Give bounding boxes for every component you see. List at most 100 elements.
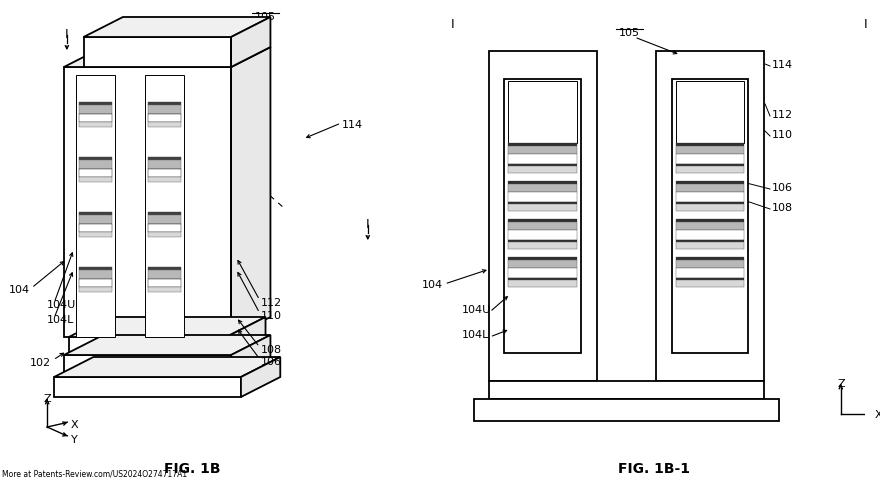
Text: 104: 104 (9, 285, 30, 294)
Bar (676, 164, 744, 167)
Bar (76, 76, 115, 337)
Bar (78, 123, 112, 128)
Polygon shape (231, 48, 270, 337)
Bar (676, 240, 744, 242)
Bar (676, 184, 744, 192)
Text: I: I (366, 217, 370, 230)
Bar (144, 76, 184, 337)
Polygon shape (226, 317, 266, 355)
Bar (676, 257, 744, 260)
Bar (78, 288, 112, 292)
Bar (509, 154, 577, 164)
Polygon shape (54, 357, 280, 377)
Bar (676, 280, 744, 288)
Bar (509, 242, 577, 250)
Polygon shape (231, 336, 270, 377)
Bar (509, 257, 577, 260)
Text: X: X (70, 419, 78, 429)
Bar (509, 184, 577, 192)
Text: 105: 105 (255, 12, 276, 22)
Bar (148, 169, 181, 178)
Bar (148, 225, 181, 232)
Polygon shape (69, 317, 266, 337)
Bar (509, 219, 577, 222)
Bar (148, 123, 181, 128)
Text: 112: 112 (772, 110, 793, 120)
Bar (509, 268, 577, 278)
Bar (148, 279, 181, 288)
Bar (509, 181, 577, 184)
Bar (148, 106, 181, 115)
Bar (676, 268, 744, 278)
Bar (148, 161, 181, 169)
Bar (148, 115, 181, 123)
Bar (488, 381, 764, 399)
Bar (148, 103, 181, 106)
Bar (78, 213, 112, 216)
Text: 102: 102 (30, 357, 51, 367)
Text: 114: 114 (772, 60, 793, 70)
Bar (509, 164, 577, 167)
Text: Z: Z (43, 393, 51, 403)
Bar (676, 278, 744, 280)
Bar (676, 260, 744, 268)
Bar (69, 337, 226, 355)
Bar (78, 232, 112, 238)
Bar (676, 146, 744, 154)
Bar (509, 192, 577, 202)
Bar (78, 169, 112, 178)
Bar (78, 161, 112, 169)
Bar (676, 144, 744, 146)
Bar (84, 38, 231, 68)
Bar (676, 204, 744, 212)
Polygon shape (241, 357, 280, 397)
Text: More at Patents-Review.com/US2024O274717A1: More at Patents-Review.com/US2024O274717… (2, 469, 187, 478)
Text: 104L: 104L (462, 329, 489, 339)
Text: 104U: 104U (48, 300, 77, 309)
Bar (64, 68, 231, 337)
Bar (504, 80, 581, 353)
Bar (671, 80, 748, 353)
Bar (509, 204, 577, 212)
Bar (676, 222, 744, 230)
Bar (509, 167, 577, 174)
Bar (509, 280, 577, 288)
Bar (509, 260, 577, 268)
Bar (676, 230, 744, 240)
Polygon shape (84, 18, 270, 38)
Text: 105: 105 (619, 28, 640, 38)
Bar (78, 279, 112, 288)
Bar (509, 240, 577, 242)
Text: I: I (451, 18, 454, 31)
Bar (509, 222, 577, 230)
Bar (148, 232, 181, 238)
Bar (78, 216, 112, 225)
Bar (676, 192, 744, 202)
Bar (78, 103, 112, 106)
Text: 112: 112 (260, 298, 282, 307)
Bar (78, 270, 112, 279)
Text: Z: Z (837, 378, 845, 388)
Bar (676, 181, 744, 184)
Bar (148, 178, 181, 182)
Polygon shape (231, 18, 270, 68)
Text: 114: 114 (342, 120, 363, 130)
Bar (676, 219, 744, 222)
Bar (148, 270, 181, 279)
Text: FIG. 1B: FIG. 1B (164, 461, 220, 475)
Bar (488, 52, 597, 381)
Text: 104L: 104L (48, 314, 75, 324)
Bar (148, 213, 181, 216)
Bar (64, 355, 231, 377)
Text: 110: 110 (260, 311, 282, 320)
Text: FIG. 1B-1: FIG. 1B-1 (618, 461, 690, 475)
Text: X: X (874, 409, 880, 419)
Bar (148, 288, 181, 292)
Bar (78, 157, 112, 161)
Polygon shape (64, 336, 270, 355)
Text: 104U: 104U (462, 304, 491, 314)
Polygon shape (64, 48, 270, 68)
Text: 108: 108 (772, 203, 793, 213)
Text: 110: 110 (772, 130, 793, 140)
Bar (676, 154, 744, 164)
